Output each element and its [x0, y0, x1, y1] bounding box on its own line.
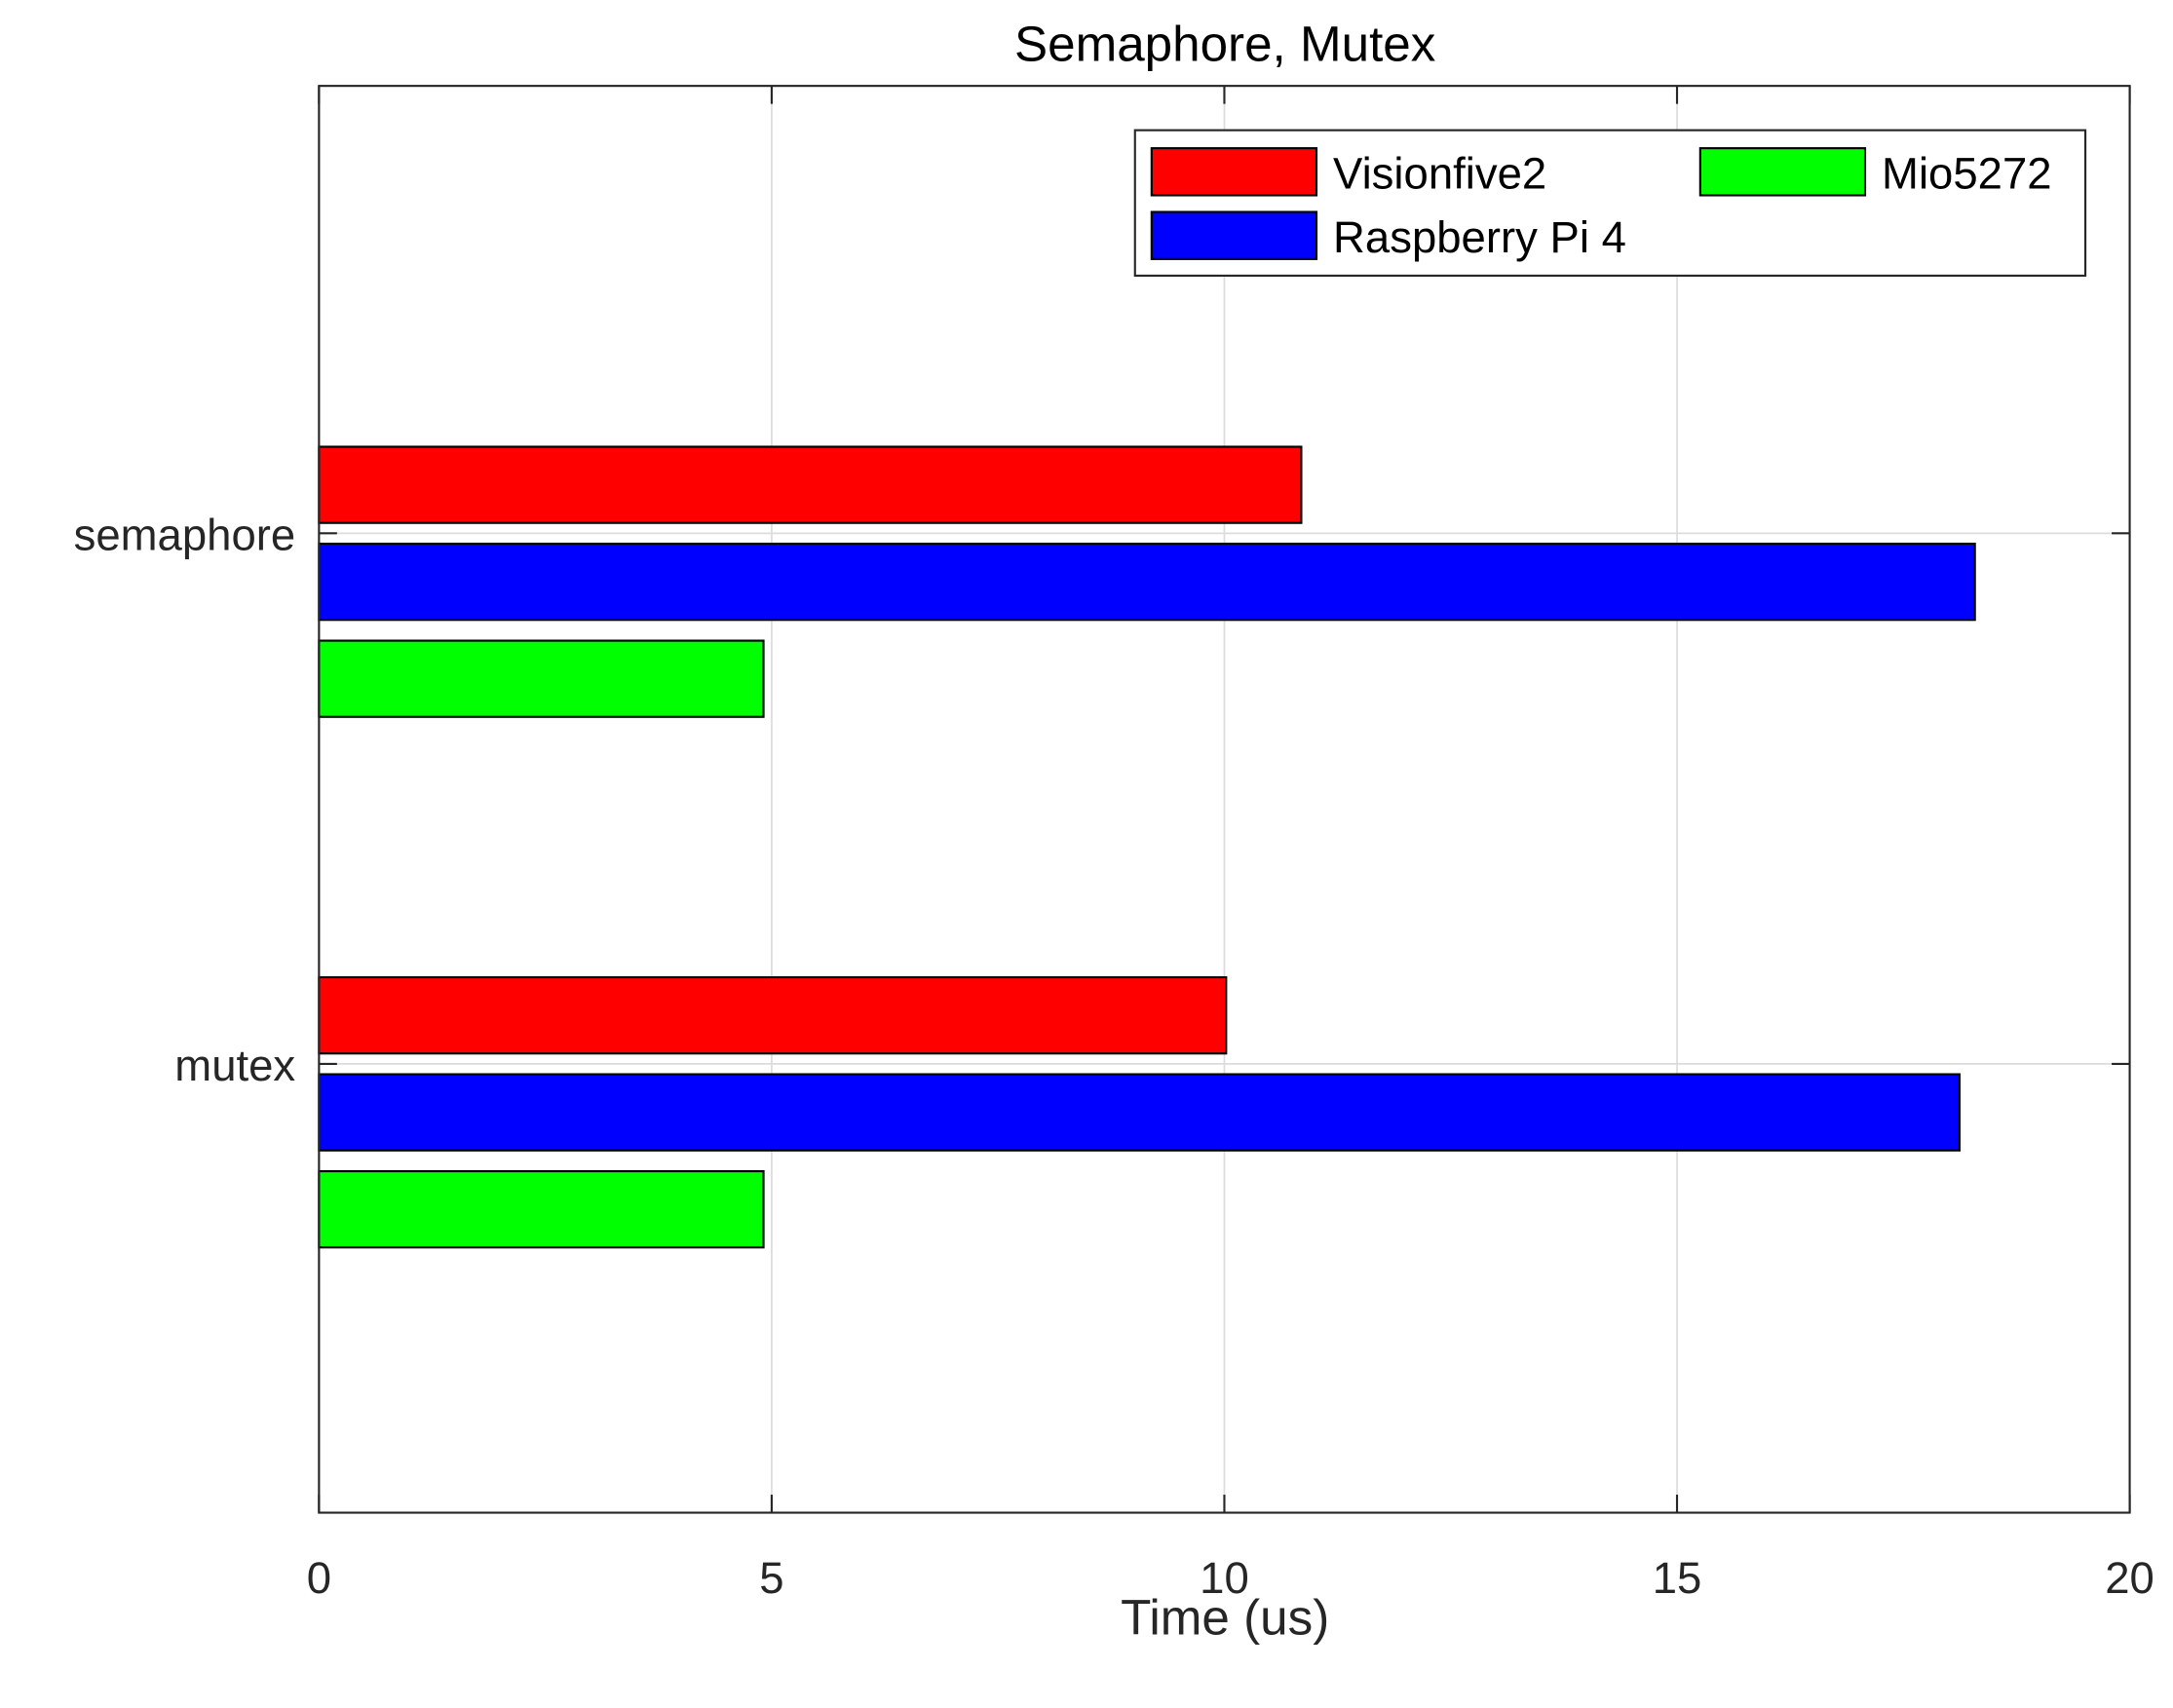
x-tick-label: 10 — [1200, 1553, 1249, 1603]
x-tick-labels: 0 5 10 15 20 — [307, 1553, 2154, 1603]
axis-ticks — [318, 86, 2131, 1513]
x-tick-label: 0 — [307, 1553, 331, 1603]
chart-title: Semaphore, Mutex — [1014, 17, 1436, 72]
legend-label-1: Raspberry Pi 4 — [1333, 212, 1626, 262]
bar-visionfive2-semaphore — [318, 445, 1303, 524]
bars — [318, 445, 1976, 1249]
legend: Visionfive2 Raspberry Pi 4 Mio5272 — [1133, 129, 2087, 277]
bar-visionfive2-mutex — [318, 975, 1228, 1055]
y-tick-label-semaphore: semaphore — [74, 510, 296, 559]
x-tick-label: 5 — [759, 1553, 783, 1603]
x-tick-label: 15 — [1653, 1553, 1702, 1603]
bar-mio5272-semaphore — [318, 639, 765, 718]
legend-swatch-1 — [1150, 210, 1318, 260]
legend-label-2: Mio5272 — [1882, 148, 2051, 198]
y-tick-label-mutex: mutex — [174, 1041, 295, 1090]
legend-swatch-2 — [1698, 147, 1867, 197]
bar-mio5272-mutex — [318, 1170, 765, 1249]
x-tick-label: 20 — [2105, 1553, 2154, 1603]
bar-raspberry-pi-4-mutex — [318, 1073, 1961, 1152]
y-tick-labels: semaphore mutex — [74, 510, 296, 1090]
legend-swatch-0 — [1150, 147, 1318, 197]
x-axis-label: Time (us) — [1121, 1590, 1329, 1646]
bar-raspberry-pi-4-semaphore — [318, 542, 1976, 622]
legend-label-0: Visionfive2 — [1333, 148, 1546, 198]
